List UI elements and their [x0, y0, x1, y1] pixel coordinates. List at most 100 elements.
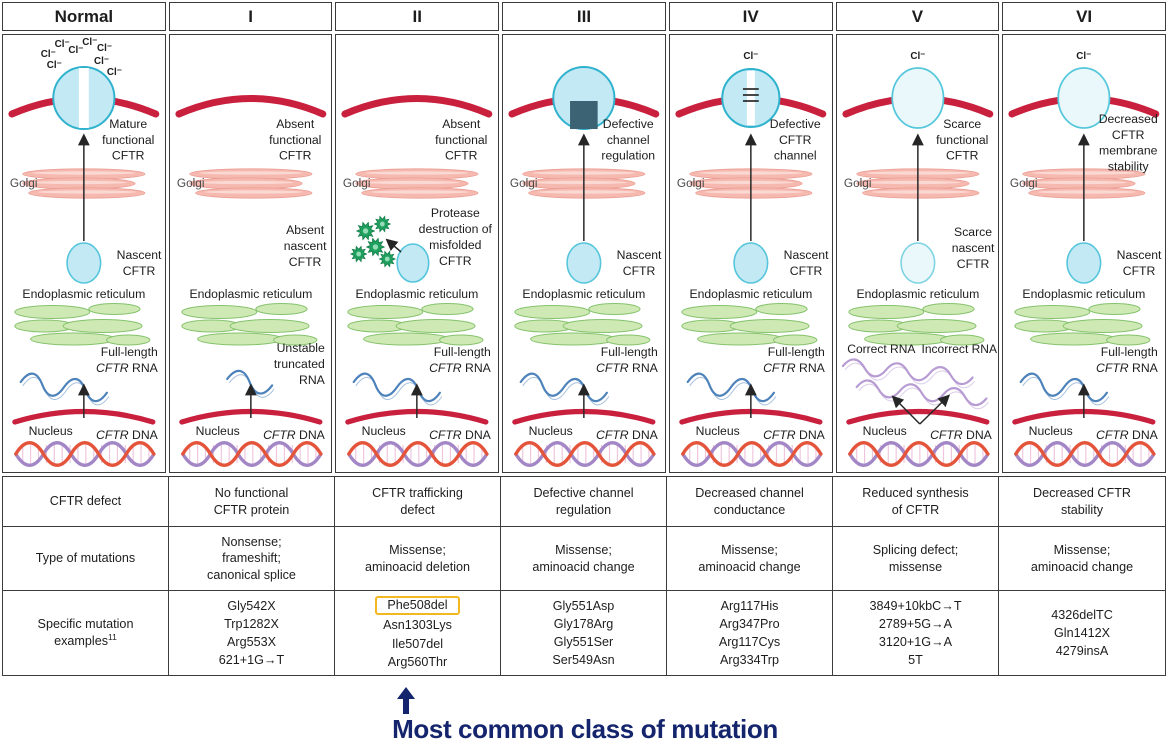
- label-protein-state: stability: [1108, 159, 1150, 173]
- mutation-example: Trp1282X: [224, 616, 279, 631]
- reference-superscript: 11: [108, 632, 117, 643]
- mutation-example: Gly551Asp: [552, 598, 615, 613]
- chloride-ion: Cl⁻: [47, 60, 62, 71]
- dna-helix: [847, 441, 990, 467]
- label-protein-state: CFTR: [445, 149, 478, 163]
- mutation-type-line: Nonsense;: [221, 534, 282, 549]
- examples-label-line: examples11: [54, 632, 117, 649]
- mutation-example: 4326delTC: [1051, 607, 1113, 622]
- label-endoplasmic-reticulum: Endoplasmic reticulum: [22, 287, 145, 301]
- label-nucleus: Nucleus: [29, 424, 73, 438]
- defect-line: No functional: [214, 486, 289, 501]
- row-label-defect: CFTR defect: [3, 477, 169, 527]
- nascent-cftr-protein: [396, 243, 430, 283]
- mutation-type-cell-III: Missense; aminoacid change: [501, 527, 667, 591]
- diagram-I: Absent functional CFTR Golgi Absent nascent CF…: [175, 95, 327, 467]
- diagram-column-VI: Cl⁻ Decreased CFTR membrane stability Golgi Na…: [1002, 34, 1166, 473]
- label-protein-state: CFTR: [279, 149, 312, 163]
- label-golgi: Golgi: [510, 176, 538, 190]
- golgi-apparatus: [1022, 168, 1146, 199]
- mutation-example: 5T: [908, 653, 923, 668]
- endoplasmic-reticulum: [347, 303, 484, 346]
- protease-blob: [356, 221, 376, 241]
- mutation-type-cell-I: Nonsense; frameshift; canonical splice: [169, 527, 335, 591]
- nuclear-membrane: [845, 408, 990, 425]
- cell-membrane: [175, 95, 326, 118]
- label-rna: CFTR RNA: [430, 361, 493, 375]
- label-nascent-state: Protease: [431, 206, 480, 220]
- defect-line: CFTR trafficking: [372, 486, 463, 501]
- diagram-V: Cl⁻ Scarce functional CFTR Golgi Scarce nascen…: [841, 51, 998, 467]
- column-header-vi: VI: [1002, 2, 1166, 31]
- chloride-ion: Cl⁻: [97, 43, 112, 54]
- mutation-example: 621+1G→T: [218, 653, 285, 668]
- golgi-apparatus: [689, 168, 813, 199]
- mutation-example: Phe508del: [375, 595, 460, 617]
- label-nucleus: Nucleus: [362, 424, 406, 438]
- diagram-column-V: Cl⁻ Scarce functional CFTR Golgi Scarce nascen…: [835, 34, 1000, 473]
- label-nascent-state: Nascent: [1117, 248, 1162, 262]
- chloride-ion: Cl⁻: [55, 39, 70, 50]
- label-golgi: Golgi: [177, 176, 205, 190]
- diagram-column-IV: Cl⁻ Defective CFTR channel Golgi Nascent CFTR E…: [668, 34, 833, 473]
- golgi-apparatus: [355, 168, 479, 199]
- row-label-mutation-types: Type of mutations: [3, 527, 169, 591]
- mutation-summary-table: CFTR defect No functional CFTR protein CFTR…: [2, 476, 1166, 676]
- diagram-column-I: Absent functional CFTR Golgi Absent nascent CF…: [168, 34, 333, 473]
- label-nascent-state: Nascent: [784, 248, 829, 262]
- label-protein-state: Mature: [109, 117, 147, 131]
- label-nascent-state: CFTR: [439, 254, 472, 268]
- rna-molecule: [841, 358, 975, 389]
- defect-cell-III: Defective channel regulation: [501, 477, 667, 527]
- defect-line: regulation: [555, 502, 612, 517]
- label-protein-state: CFTR: [1112, 128, 1145, 142]
- diagram-column-III: Defective channel regulation Golgi Nascent CF…: [502, 34, 666, 473]
- label-rna: CFTR RNA: [96, 361, 159, 375]
- column-header-i: I: [168, 2, 333, 31]
- mutation-example: Gly178Arg: [553, 616, 614, 631]
- defect-cell-VI: Decreased CFTR stability: [999, 477, 1165, 527]
- label-endoplasmic-reticulum: Endoplasmic reticulum: [689, 287, 812, 301]
- defect-line: stability: [1061, 502, 1103, 517]
- mutation-type-line: aminoacid change: [532, 559, 635, 574]
- label-nascent-state: Nascent: [617, 248, 662, 262]
- cftr-protein: [1057, 67, 1111, 129]
- label-protein-state: Absent: [443, 117, 482, 131]
- endoplasmic-reticulum: [681, 303, 818, 346]
- label-nucleus: Nucleus: [862, 424, 906, 438]
- mutation-example: Arg117His: [720, 598, 779, 613]
- most-common-annotation: Most common class of mutation: [392, 714, 778, 744]
- label-endoplasmic-reticulum: Endoplasmic reticulum: [356, 287, 479, 301]
- nascent-cftr-protein: [1066, 242, 1102, 284]
- mutation-type-cell-II: Missense; aminoacid deletion: [335, 527, 501, 591]
- mutation-example: 4279insA: [1055, 644, 1109, 659]
- endoplasmic-reticulum: [1014, 303, 1151, 346]
- rna-molecule: [519, 372, 610, 406]
- nascent-cftr-protein: [66, 242, 102, 284]
- defect-cell-I: No functional CFTR protein: [169, 477, 335, 527]
- label-nascent-state: CFTR: [790, 264, 823, 278]
- up-arrow-icon: [397, 687, 415, 714]
- defect-line: defect: [400, 502, 435, 517]
- mutation-example: Ser549Asn: [552, 653, 615, 668]
- examples-cell-V: 3849+10kbC→T 2789+5G→A 3120+1G→A 5T: [833, 591, 999, 675]
- chloride-ion: Cl⁻: [910, 51, 925, 62]
- column-header-ii: II: [335, 2, 500, 31]
- label-protein-state: Absent: [276, 117, 315, 131]
- label-cftr-dna: CFTR DNA: [763, 428, 826, 442]
- column-header-normal: Normal: [2, 2, 166, 31]
- column-header-v: V: [835, 2, 1000, 31]
- label-endoplasmic-reticulum: Endoplasmic reticulum: [856, 287, 979, 301]
- endoplasmic-reticulum: [514, 303, 651, 346]
- label-rna: Full-length: [434, 345, 491, 359]
- label-golgi: Golgi: [10, 176, 38, 190]
- dna-helix: [14, 441, 156, 467]
- chloride-ion: Cl⁻: [107, 67, 122, 78]
- label-endoplasmic-reticulum: Endoplasmic reticulum: [189, 287, 312, 301]
- endoplasmic-reticulum: [14, 303, 151, 346]
- chloride-ion: Cl⁻: [94, 56, 109, 67]
- label-protein-state: channel: [774, 149, 817, 163]
- nascent-cftr-protein: [733, 242, 769, 284]
- label-cftr-dna: CFTR DNA: [930, 428, 993, 442]
